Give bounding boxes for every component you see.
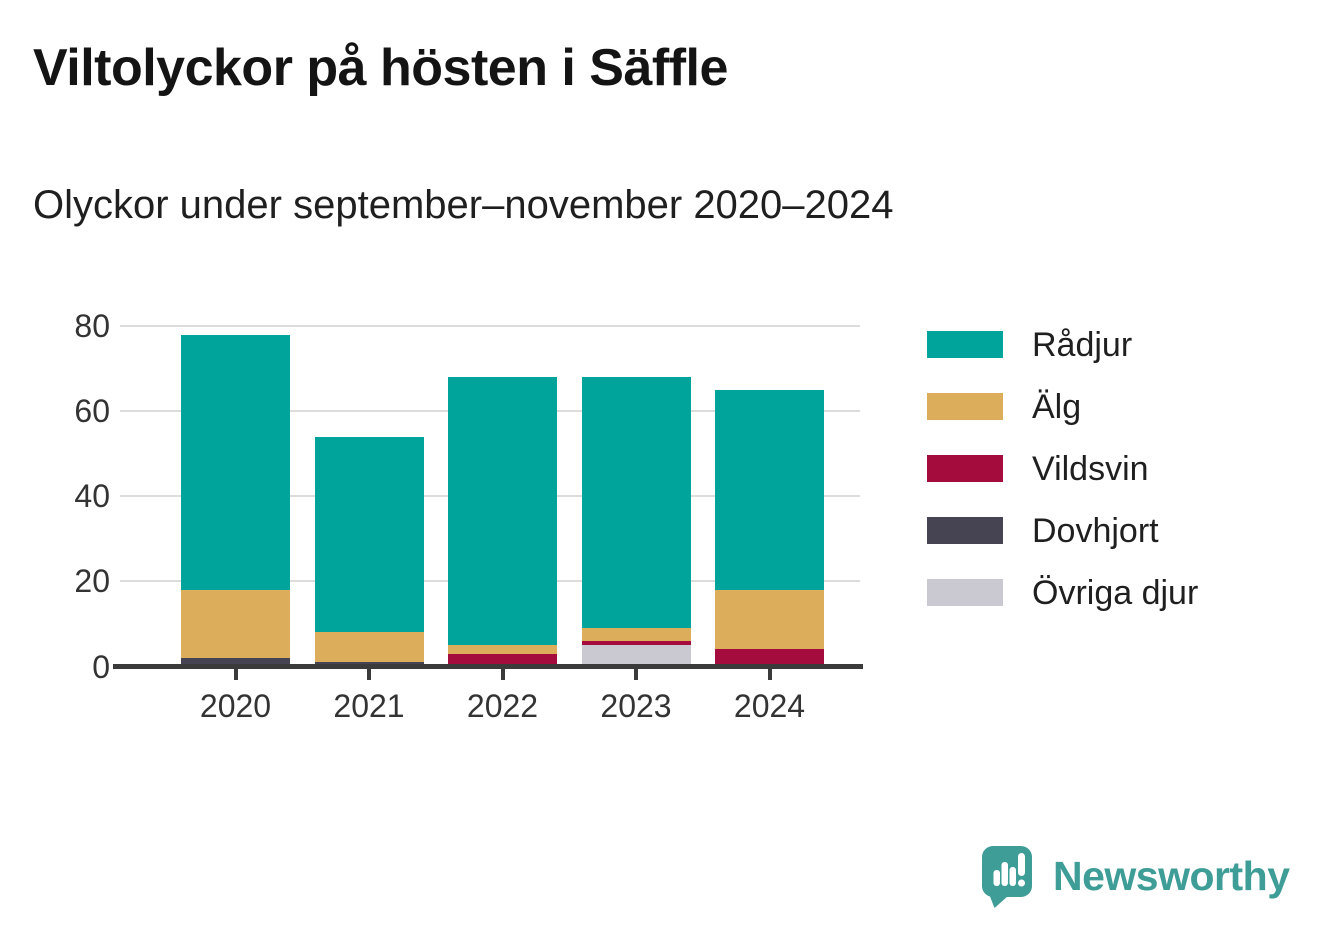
legend-label: Övriga djur — [1032, 573, 1199, 612]
legend-swatch — [927, 517, 1003, 544]
legend-swatch — [927, 455, 1003, 482]
bar-segment — [448, 645, 557, 654]
legend-item: Rådjur — [927, 328, 1198, 362]
legend-item: Älg — [927, 390, 1198, 424]
bar-segment — [715, 649, 824, 667]
x-tick-mark — [767, 669, 772, 680]
x-tick-label: 2023 — [600, 688, 672, 724]
x-tick-label: 2024 — [733, 688, 806, 724]
bar-segment — [181, 657, 290, 667]
x-tick-mark — [634, 669, 638, 680]
x-tick-mark — [233, 669, 238, 680]
bar-segment — [581, 640, 691, 646]
bar-segment — [448, 653, 557, 667]
newsworthy-logo-icon — [982, 846, 1032, 908]
legend-label: Älg — [1032, 387, 1082, 426]
chart-subtitle: Olyckor under september–november 2020–20… — [33, 183, 894, 227]
bar-segment — [181, 589, 290, 658]
y-tick-label: 80 — [74, 308, 110, 344]
gridline — [120, 325, 860, 327]
legend-swatch — [927, 393, 1003, 420]
chart-legend: Rådjur Älg Vildsvin Dovhjort Övriga djur — [927, 328, 1198, 641]
bar-segment — [314, 436, 424, 633]
x-tick-mark — [367, 669, 371, 680]
y-tick-label: 20 — [74, 563, 110, 600]
y-tick-label: 60 — [74, 393, 110, 430]
legend-item: Övriga djur — [927, 576, 1198, 610]
logo-bar-small — [993, 870, 1000, 886]
bar-segment — [581, 628, 691, 641]
bar-segment — [581, 645, 691, 667]
logo-bar-medium — [1009, 867, 1016, 886]
bar-segment — [581, 377, 691, 629]
newsworthy-logo: Newsworthy — [982, 846, 1290, 909]
bar-segment — [314, 632, 424, 663]
newsworthy-wordmark: Newsworthy — [1053, 853, 1290, 899]
legend-item: Dovhjort — [927, 514, 1198, 548]
bar-segment — [181, 334, 290, 590]
x-tick-label: 2022 — [466, 688, 539, 724]
legend-label: Vildsvin — [1032, 449, 1149, 488]
bar-segment — [715, 389, 824, 590]
logo-exclamation-stroke — [1018, 853, 1025, 876]
x-tick-label: 2020 — [199, 688, 272, 724]
legend-label: Dovhjort — [1032, 511, 1159, 550]
logo-bar-tall — [1001, 862, 1008, 886]
legend-swatch — [927, 579, 1003, 606]
y-tick-label: 40 — [74, 478, 110, 515]
logo-exclamation-dot — [1018, 879, 1025, 887]
x-axis-line — [113, 664, 863, 669]
legend-swatch — [927, 331, 1003, 358]
bar-segment — [448, 377, 557, 646]
legend-item: Vildsvin — [927, 452, 1198, 486]
chart-title: Viltolyckor på hösten i Säffle — [33, 39, 728, 97]
x-tick-label: 2021 — [333, 688, 405, 724]
legend-label: Rådjur — [1032, 325, 1133, 364]
x-tick-mark — [500, 669, 505, 680]
y-tick-label: 0 — [92, 648, 110, 685]
bar-segment — [715, 589, 824, 650]
